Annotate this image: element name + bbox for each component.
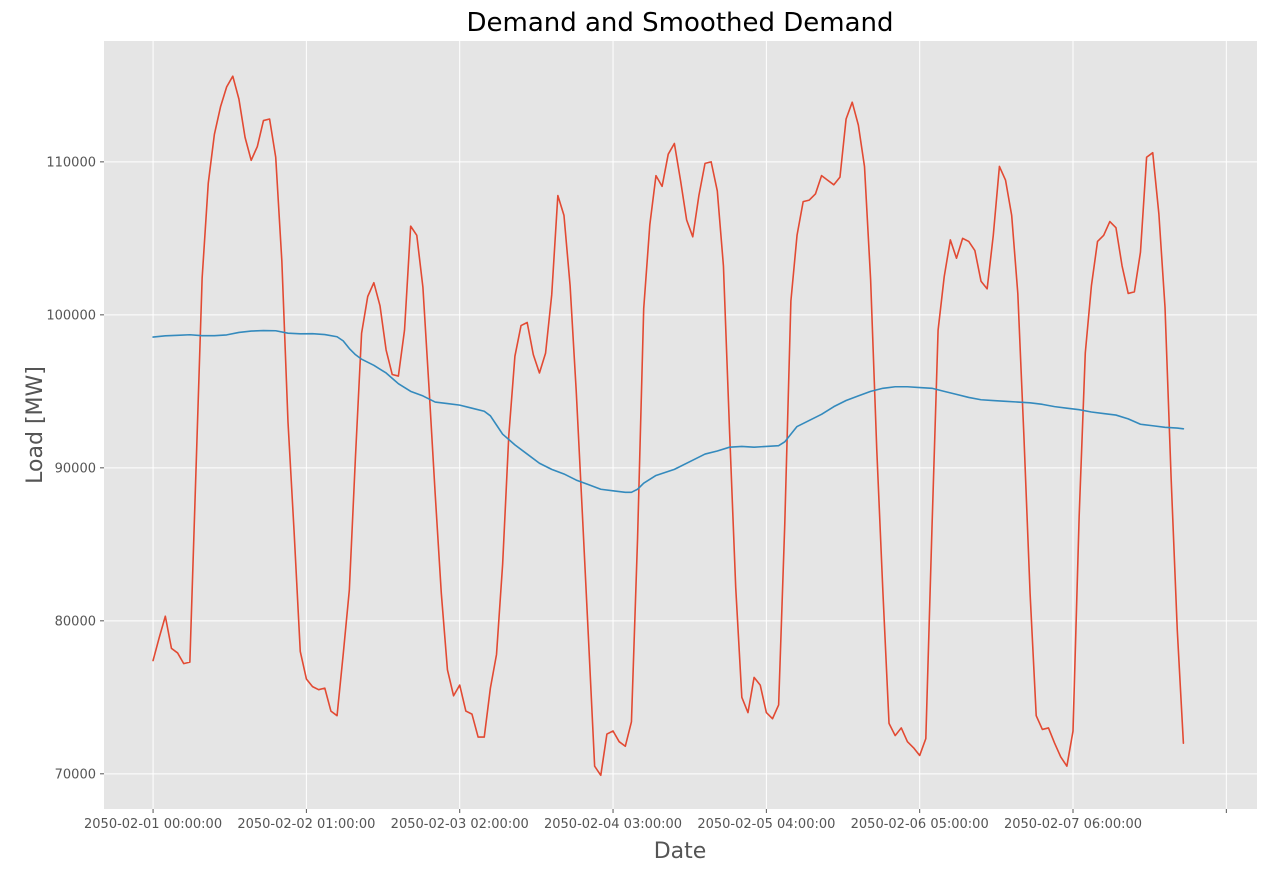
x-tick-label: 2050-02-01 00:00:00 [84,817,222,832]
x-axis-label: Date [654,839,707,864]
y-axis-ticks: 70000 80000 90000 100000 110000 [46,155,104,782]
y-tick-label: 80000 [55,614,96,629]
x-tick-label: 2050-02-02 01:00:00 [237,817,375,832]
series-line-smoothed-demand [152,329,1185,494]
x-tick-label: 2050-02-03 02:00:00 [391,817,529,832]
y-tick-label: 90000 [55,461,96,476]
plot-area [104,41,1257,809]
y-axis-label: Load [MW] [23,366,48,484]
x-axis-ticks: 2050-02-01 00:00:00 2050-02-02 01:00:00 20… [84,809,1227,832]
x-tick-label: 2050-02-04 03:00:00 [544,817,682,832]
y-tick-label: 110000 [46,155,96,170]
series-line-demand [152,75,1185,777]
y-tick-label: 100000 [46,308,96,323]
grid-lines [104,41,1257,809]
x-tick-label: 2050-02-07 06:00:00 [1004,817,1142,832]
x-tick-label: 2050-02-05 04:00:00 [697,817,835,832]
series-lines [152,75,1185,777]
x-tick-label: 2050-02-06 05:00:00 [851,817,989,832]
y-tick-label: 70000 [55,767,96,782]
chart-title: Demand and Smoothed Demand [466,8,893,38]
